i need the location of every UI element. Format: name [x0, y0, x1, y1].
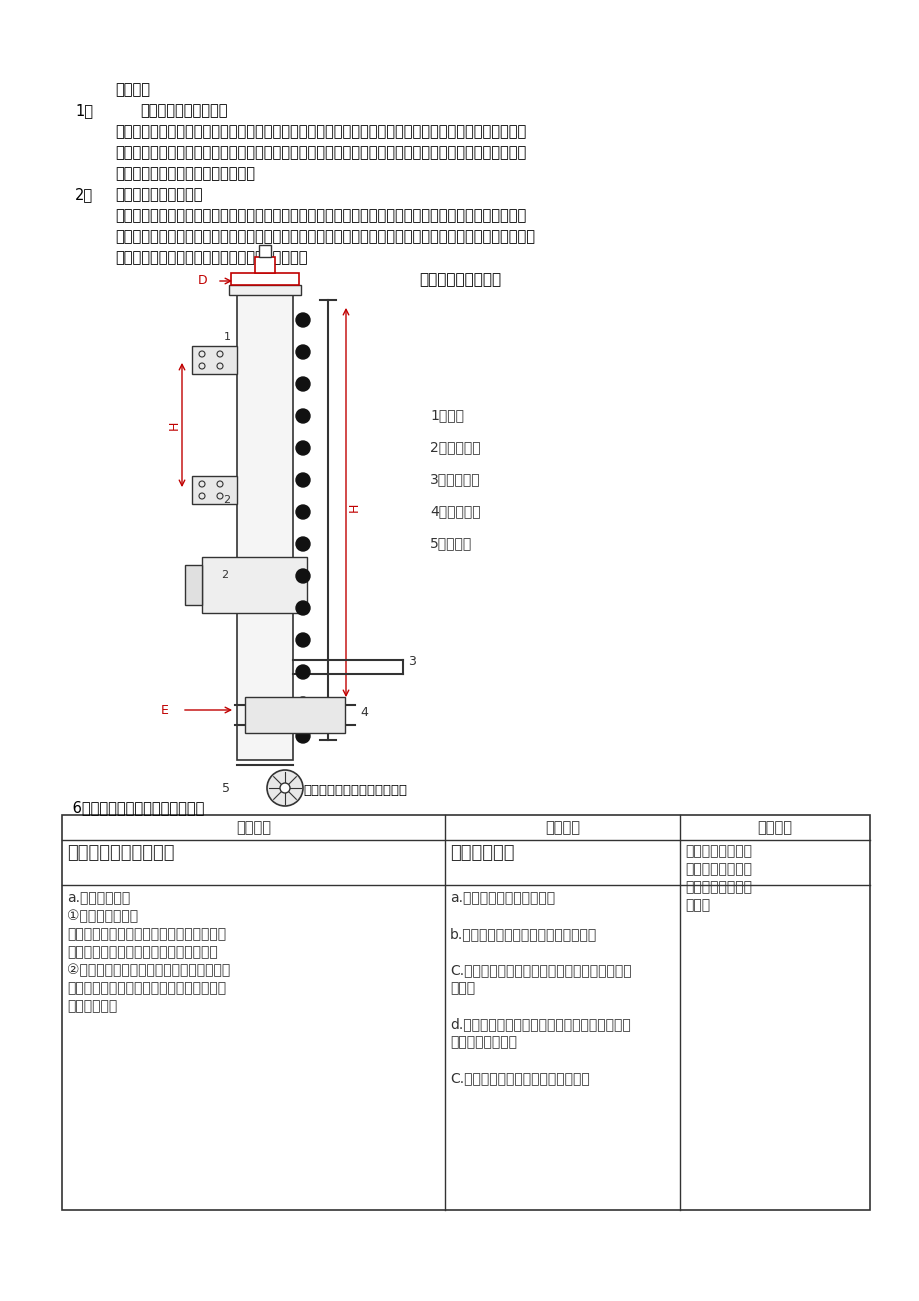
Bar — [192, 476, 237, 503]
Circle shape — [296, 634, 310, 647]
Bar — [255, 258, 275, 273]
Text: H: H — [167, 420, 180, 429]
Circle shape — [296, 441, 310, 455]
Text: 1、表体: 1、表体 — [429, 409, 463, 422]
Bar — [259, 245, 271, 258]
Bar — [229, 285, 301, 295]
Text: 5、排污阀: 5、排污阀 — [429, 536, 471, 550]
Text: C.上、下水位计玻璃管与接头同一中: C.上、下水位计玻璃管与接头同一中 — [449, 1071, 589, 1085]
Circle shape — [296, 665, 310, 679]
Circle shape — [296, 345, 310, 359]
Circle shape — [296, 601, 310, 615]
Text: 刺、翻边、腐蚀。: 刺、翻边、腐蚀。 — [449, 1036, 516, 1049]
Text: 磁浮跟踪式工作原理：: 磁浮跟踪式工作原理： — [140, 103, 227, 118]
Circle shape — [296, 697, 310, 712]
Text: a.云母片水位计: a.云母片水位计 — [67, 891, 130, 905]
Text: 1）: 1） — [75, 103, 93, 118]
Circle shape — [296, 537, 310, 552]
Text: 云母片水位计: 云母片水位计 — [449, 844, 514, 863]
Text: 漏水。: 漏水。 — [449, 981, 474, 995]
Circle shape — [296, 474, 310, 487]
Text: ②清理检查水位计各部件，铲去石棉纸板垫: ②清理检查水位计各部件，铲去石棉纸板垫 — [67, 963, 230, 977]
Text: a.水位计及压盖平面平整。: a.水位计及压盖平面平整。 — [449, 891, 554, 905]
Text: 3、下凸法兰: 3、下凸法兰 — [429, 472, 480, 487]
Text: 解体检有云母片水位计: 解体检有云母片水位计 — [67, 844, 175, 863]
Circle shape — [296, 505, 310, 519]
Text: 根紧力时用力不能: 根紧力时用力不能 — [685, 879, 751, 894]
Text: D: D — [198, 275, 207, 288]
Circle shape — [296, 569, 310, 583]
Text: 5: 5 — [221, 782, 230, 795]
Text: 液位显示器由若干转子组成，转子由红绿两种颜色材料结合而成，内藏永久磁钢，当表内浮子上下浮动时，: 液位显示器由若干转子组成，转子由红绿两种颜色材料结合而成，内藏永久磁钢，当表内浮… — [115, 208, 526, 222]
Text: 在位置就是容器内液体的真实位置。: 在位置就是容器内液体的真实位置。 — [115, 167, 255, 181]
Text: 并换新，换上云母片、放入压盖，压板并旋: 并换新，换上云母片、放入压盖，压板并旋 — [67, 981, 226, 995]
Bar — [202, 557, 307, 613]
Bar — [62, 814, 869, 1210]
Text: 翻板式液位计结构图: 翻板式液位计结构图 — [418, 272, 501, 288]
Text: 注意事项: 注意事项 — [756, 820, 791, 835]
Text: b.云母片清洁，不模糊，碎裂，损坏。: b.云母片清洁，不模糊，碎裂，损坏。 — [449, 928, 596, 941]
Text: C.阀门严密不漏水，开关活络，不卡涩，填料不: C.阀门严密不漏水，开关活络，不卡涩，填料不 — [449, 963, 631, 977]
Bar — [185, 565, 202, 605]
Text: 质量标准: 质量标准 — [544, 820, 579, 835]
Text: 6工艺方法、质量标准、注意事项: 6工艺方法、质量标准、注意事项 — [68, 800, 204, 814]
Text: 4、下凹法兰: 4、下凹法兰 — [429, 503, 480, 518]
Text: 2: 2 — [221, 570, 228, 580]
Text: 2、联接法兰: 2、联接法兰 — [429, 440, 480, 454]
Text: 石英玻璃管上下中: 石英玻璃管上下中 — [685, 844, 751, 857]
Text: 由于磁场力的作用带动转子做半周旋转，上升时转子翻成绿色，下降时翻转成红色。因此，显示器转子红绿分: 由于磁场力的作用带动转子做半周旋转，上升时转子翻成绿色，下降时翻转成红色。因此，… — [115, 229, 535, 245]
Text: 2: 2 — [223, 494, 231, 505]
Text: 工艺方法: 工艺方法 — [236, 820, 271, 835]
Text: E: E — [161, 704, 169, 717]
Text: 过猛。: 过猛。 — [685, 898, 709, 912]
Circle shape — [296, 729, 310, 743]
Circle shape — [296, 409, 310, 423]
Text: 4: 4 — [359, 706, 368, 719]
Text: 界线就是表内液体的实际液位，呈液绿气红状态。: 界线就是表内液体的实际液位，呈液绿气红状态。 — [115, 250, 307, 265]
Text: 显示器液位指示浮漂是由永久磁钢制作，外套红色外壳放在玻璃管内，由于磁场的作用使表内浮子磁钢与指: 显示器液位指示浮漂是由永久磁钢制作，外套红色外壳放在玻璃管内，由于磁场的作用使表… — [115, 124, 526, 139]
Circle shape — [296, 377, 310, 392]
Text: 3: 3 — [407, 654, 415, 667]
Text: 理如下：: 理如下： — [115, 82, 150, 98]
Text: 盖螺栓，分开压板、压盖，取出云母片。: 盖螺栓，分开压板、压盖，取出云母片。 — [67, 945, 218, 959]
Text: 磁浮翻板式工作原理：: 磁浮翻板式工作原理： — [115, 187, 202, 202]
Text: 示液位浮漂磁钢相互吸引，当表内浮子上上浮动时，带动液位指示浮漂在玻璃管内上下移动。因此，浮漂所: 示液位浮漂磁钢相互吸引，当表内浮子上上浮动时，带动液位指示浮漂在玻璃管内上下移动… — [115, 144, 526, 160]
Bar — [192, 346, 237, 373]
Bar — [231, 273, 299, 285]
Text: 体法兰连接螺栓，或连接螺帽接头；拆开压: 体法兰连接螺栓，或连接螺帽接头；拆开压 — [67, 928, 226, 941]
Bar — [237, 295, 292, 760]
Text: d.接头、闵头和压盖螺栓平面平正，无吹痕、毛: d.接头、闵头和压盖螺栓平面平正，无吹痕、毛 — [449, 1017, 630, 1030]
Circle shape — [296, 314, 310, 327]
Text: ①拆去水位计与壳: ①拆去水位计与壳 — [67, 909, 138, 922]
Text: 磁浮式液位计图（顶部柱体结: 磁浮式液位计图（顶部柱体结 — [302, 785, 406, 798]
Text: 2）: 2） — [75, 187, 93, 202]
Text: 紧连接螺栓。: 紧连接螺栓。 — [67, 999, 117, 1013]
Circle shape — [279, 783, 289, 794]
Text: 心要一致，调整盘: 心要一致，调整盘 — [685, 863, 751, 876]
Text: H: H — [347, 502, 360, 513]
Circle shape — [267, 770, 302, 807]
Text: 1: 1 — [223, 332, 231, 342]
Bar — [244, 697, 345, 732]
